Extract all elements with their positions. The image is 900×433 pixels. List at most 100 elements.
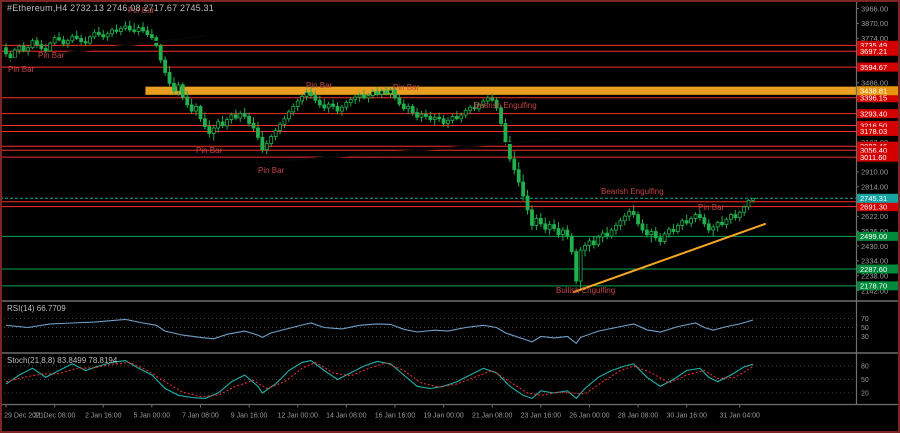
candle-bull: [12, 49, 17, 59]
candle-bear: [335, 106, 340, 112]
candle-bull: [357, 94, 362, 98]
candle-bear: [220, 121, 225, 127]
candle-bull: [52, 37, 57, 44]
candle-bear: [127, 25, 132, 31]
time-label: 28 Jan 08:00: [618, 413, 659, 420]
candle-bear: [631, 211, 636, 215]
candle-bear: [39, 44, 44, 49]
candle-bear: [172, 82, 176, 92]
candle-bull: [680, 220, 685, 226]
candle-bear: [671, 228, 676, 232]
candle-bull: [689, 218, 693, 224]
candle-bull: [693, 214, 698, 219]
annotation-label[interactable]: Pin Bar: [306, 81, 333, 90]
price-tick-label: 3966.00: [861, 4, 888, 13]
trendline-ascending-support[interactable]: [573, 223, 766, 293]
candle-bull: [742, 206, 747, 213]
candle-bull: [348, 99, 353, 103]
candle-bull: [370, 91, 375, 97]
candle-bull: [547, 224, 552, 230]
candle-bull: [614, 224, 618, 231]
candle-bear: [207, 126, 212, 134]
candle-bear: [180, 84, 185, 98]
candle-bear: [658, 237, 663, 243]
candle-bear: [512, 158, 517, 171]
candle-bull: [419, 113, 424, 118]
candle-bear: [61, 39, 66, 45]
candle-bull: [583, 245, 587, 251]
level-badge: [857, 109, 899, 119]
annotation-label[interactable]: Bearish Engulfing: [601, 187, 664, 196]
annotation-label[interactable]: Pin Bar: [258, 166, 285, 175]
annotation-label[interactable]: Pin Bar: [698, 203, 725, 212]
current-price-badge: [857, 193, 899, 203]
candle-bull: [123, 25, 128, 29]
candle-bear: [428, 116, 433, 120]
annotation-label[interactable]: Pin Bar: [38, 51, 65, 60]
annotation-label[interactable]: Pin Bar: [196, 146, 223, 155]
zone-badge: [857, 86, 899, 96]
candle-bull: [92, 31, 97, 38]
candle-bull: [70, 35, 75, 42]
time-label: 23 Jan 16:00: [521, 413, 562, 420]
level-badge-label: 3216.50: [860, 121, 887, 130]
candle-bull: [627, 211, 632, 217]
level-badge: [857, 145, 899, 155]
candle-bear: [198, 106, 203, 120]
candle-bull: [667, 228, 671, 235]
price-levels[interactable]: [0, 44, 856, 287]
indicator-level-label: 70: [861, 316, 869, 323]
symbol-ohlc-title: #Ethereum,H4 2732.13 2746.08 2717.67 274…: [7, 3, 214, 13]
candle-bear: [322, 104, 327, 109]
candle-bull: [450, 116, 455, 121]
candle-bull: [737, 211, 742, 219]
trendline-descending-highs-left[interactable]: [5, 35, 206, 61]
candle-bear: [543, 223, 548, 230]
candle-bull: [304, 92, 309, 97]
candle-bear: [247, 116, 252, 124]
candle-bull: [459, 114, 464, 120]
candle-bear: [189, 104, 194, 112]
candle-bear: [521, 181, 526, 197]
level-badge-label: 3396.15: [860, 94, 887, 103]
zone-rect[interactable]: [145, 86, 856, 95]
candle-bear: [499, 107, 503, 124]
candle-bear: [384, 90, 389, 94]
candle-bear: [401, 103, 406, 110]
candle-bear: [423, 113, 428, 117]
trendline-support-line-mid[interactable]: [255, 138, 561, 164]
price-tick-label: 2238.00: [861, 272, 888, 281]
indicator-level-label: 30: [861, 334, 869, 341]
annotation-label[interactable]: Bearish Engulfing: [474, 101, 537, 110]
candle-bull: [295, 100, 300, 107]
supply-zone[interactable]: [145, 86, 856, 95]
annotation-label[interactable]: Pin Bar: [393, 83, 420, 92]
candle-bull: [728, 214, 733, 220]
candle-bull: [291, 106, 296, 113]
annotation-label[interactable]: Pin Bar: [128, 6, 155, 15]
candle-bull: [48, 42, 53, 52]
candle-bear: [733, 214, 738, 219]
candle-bull: [353, 96, 358, 100]
candle-bear: [490, 97, 495, 101]
candle-bear: [149, 34, 154, 39]
candle-bull: [446, 119, 450, 124]
candle-bear: [530, 209, 534, 226]
candle-bear: [251, 123, 256, 129]
annotation-label[interactable]: Bullish Engulfing: [556, 286, 615, 295]
candle-bull: [379, 90, 384, 95]
trendlines[interactable]: [5, 35, 766, 293]
annotation-label[interactable]: Pin Bar: [8, 65, 35, 74]
candle-bear: [556, 228, 561, 236]
candle-bull: [596, 236, 601, 246]
candle-bear: [256, 127, 260, 138]
candle-bear: [698, 214, 702, 219]
candle-bear: [57, 37, 61, 41]
candle-bear: [437, 116, 442, 120]
zone-badge-label: 3438.81: [860, 87, 887, 96]
candle-bear: [684, 220, 689, 224]
